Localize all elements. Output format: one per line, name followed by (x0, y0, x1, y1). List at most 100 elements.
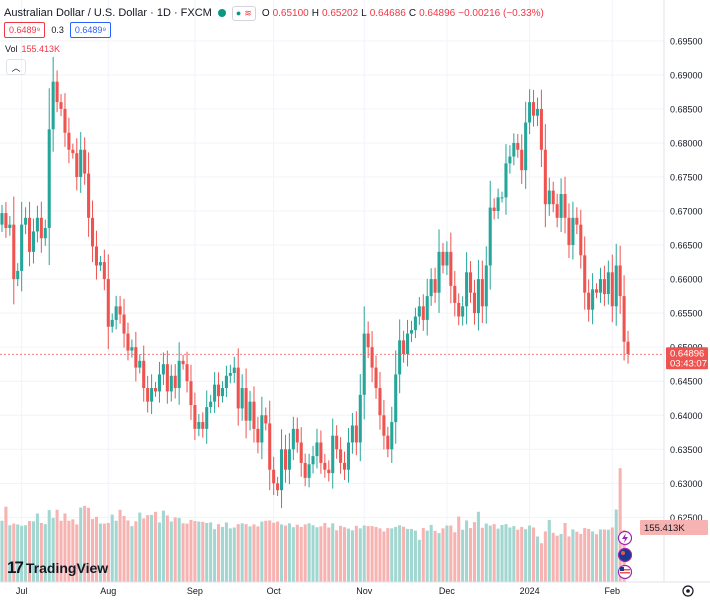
candle (39, 201, 43, 253)
candle-body (606, 272, 610, 295)
candle (165, 350, 169, 404)
volume-bar (500, 524, 504, 582)
price-tick-label: 0.67000 (670, 207, 703, 217)
candle (244, 368, 248, 439)
volume-bar (496, 528, 500, 582)
volume-bar (47, 510, 51, 582)
candle-body (386, 435, 390, 450)
price-tick-label: 0.67500 (670, 172, 703, 182)
candle-body (457, 302, 461, 317)
volume-bar (173, 517, 177, 582)
candle (138, 354, 142, 374)
volume-bar (244, 524, 248, 582)
candle-body (539, 108, 543, 150)
candle (118, 296, 122, 324)
candle (27, 201, 32, 267)
candle-body (27, 217, 32, 252)
candle-body (319, 442, 323, 463)
time-axis: Jul Aug Sep Oct Nov Dec 2024 Feb (16, 586, 620, 596)
candle (551, 181, 555, 213)
candle (413, 307, 417, 339)
candle (224, 365, 228, 398)
volume-bar (362, 525, 366, 582)
candle (295, 417, 299, 453)
candle-body (583, 255, 587, 293)
candle (445, 241, 449, 275)
candle (240, 374, 244, 421)
buy-button[interactable]: 0.6489⁹ (69, 22, 112, 38)
candle-body (209, 401, 213, 408)
chevron-up-icon: ︿ (11, 62, 21, 73)
volume-bar (240, 523, 244, 582)
volume-bar (606, 529, 610, 582)
candle-body (279, 449, 284, 491)
price-tick-label: 0.66500 (670, 241, 703, 251)
candle-body (594, 289, 599, 293)
volume-bar (579, 533, 583, 582)
volume-bar (598, 529, 603, 582)
candle-body (106, 279, 110, 327)
candle (150, 374, 154, 415)
candle-body (555, 204, 559, 218)
volume-bar (390, 528, 394, 582)
collapse-button[interactable]: ︿ (6, 59, 26, 75)
candle-body (39, 217, 43, 239)
gear-icon[interactable] (682, 585, 694, 597)
candle (468, 261, 473, 303)
candle-body (484, 265, 488, 307)
candle-body (240, 388, 244, 409)
candle (122, 298, 126, 348)
candle (4, 202, 8, 238)
candle-body (468, 272, 473, 293)
candle-body (51, 81, 55, 130)
lightning-icon[interactable] (617, 530, 633, 546)
flag-us-icon[interactable] (617, 564, 633, 580)
volume-bar (287, 523, 291, 582)
open-value: 0.65100 (272, 7, 309, 19)
volume-bar (228, 528, 232, 582)
candle (531, 89, 536, 127)
tradingview-logo[interactable]: 17 TradingView (7, 558, 108, 578)
indicator-badge[interactable]: ● ≋ (231, 5, 256, 21)
candle (248, 390, 252, 431)
candle (484, 246, 488, 324)
candle-body (339, 449, 343, 463)
volume-bar (555, 535, 559, 582)
candle-body (260, 415, 264, 443)
volume-bar (307, 523, 311, 582)
volume-bar (618, 468, 622, 582)
volume-value: 155.413K (21, 44, 61, 54)
candle-body (579, 224, 583, 256)
candle (220, 381, 225, 403)
sell-button[interactable]: 0.6489⁹ (4, 22, 46, 38)
symbol-title[interactable]: Australian Dollar / U.S. Dollar · 1D · F… (4, 7, 212, 19)
candle (63, 93, 67, 147)
volume-bar (161, 510, 165, 582)
candle (429, 268, 433, 306)
volume-legend[interactable]: Vol 155.413K (5, 44, 60, 54)
candle (488, 180, 492, 290)
high-value: 0.65202 (321, 7, 359, 19)
candle-body (213, 384, 217, 402)
candle (433, 267, 437, 303)
volume-bar (146, 515, 150, 582)
volume-bar (453, 532, 457, 582)
volume-bar (366, 526, 370, 582)
candle (102, 249, 106, 291)
price-tick-label: 0.66000 (670, 275, 703, 285)
candle-body (453, 285, 457, 303)
candle-body (421, 306, 425, 320)
candle-body (598, 279, 603, 293)
candle-body (346, 442, 351, 470)
candle (622, 275, 626, 361)
candle-body (378, 388, 382, 416)
candle (563, 176, 567, 234)
candle-body (83, 149, 87, 174)
flag-au-icon[interactable] (617, 547, 633, 563)
candle-body (189, 381, 193, 406)
volume-bar (216, 524, 221, 582)
candle (394, 350, 398, 444)
candle (197, 413, 201, 437)
candle-body (350, 425, 354, 443)
